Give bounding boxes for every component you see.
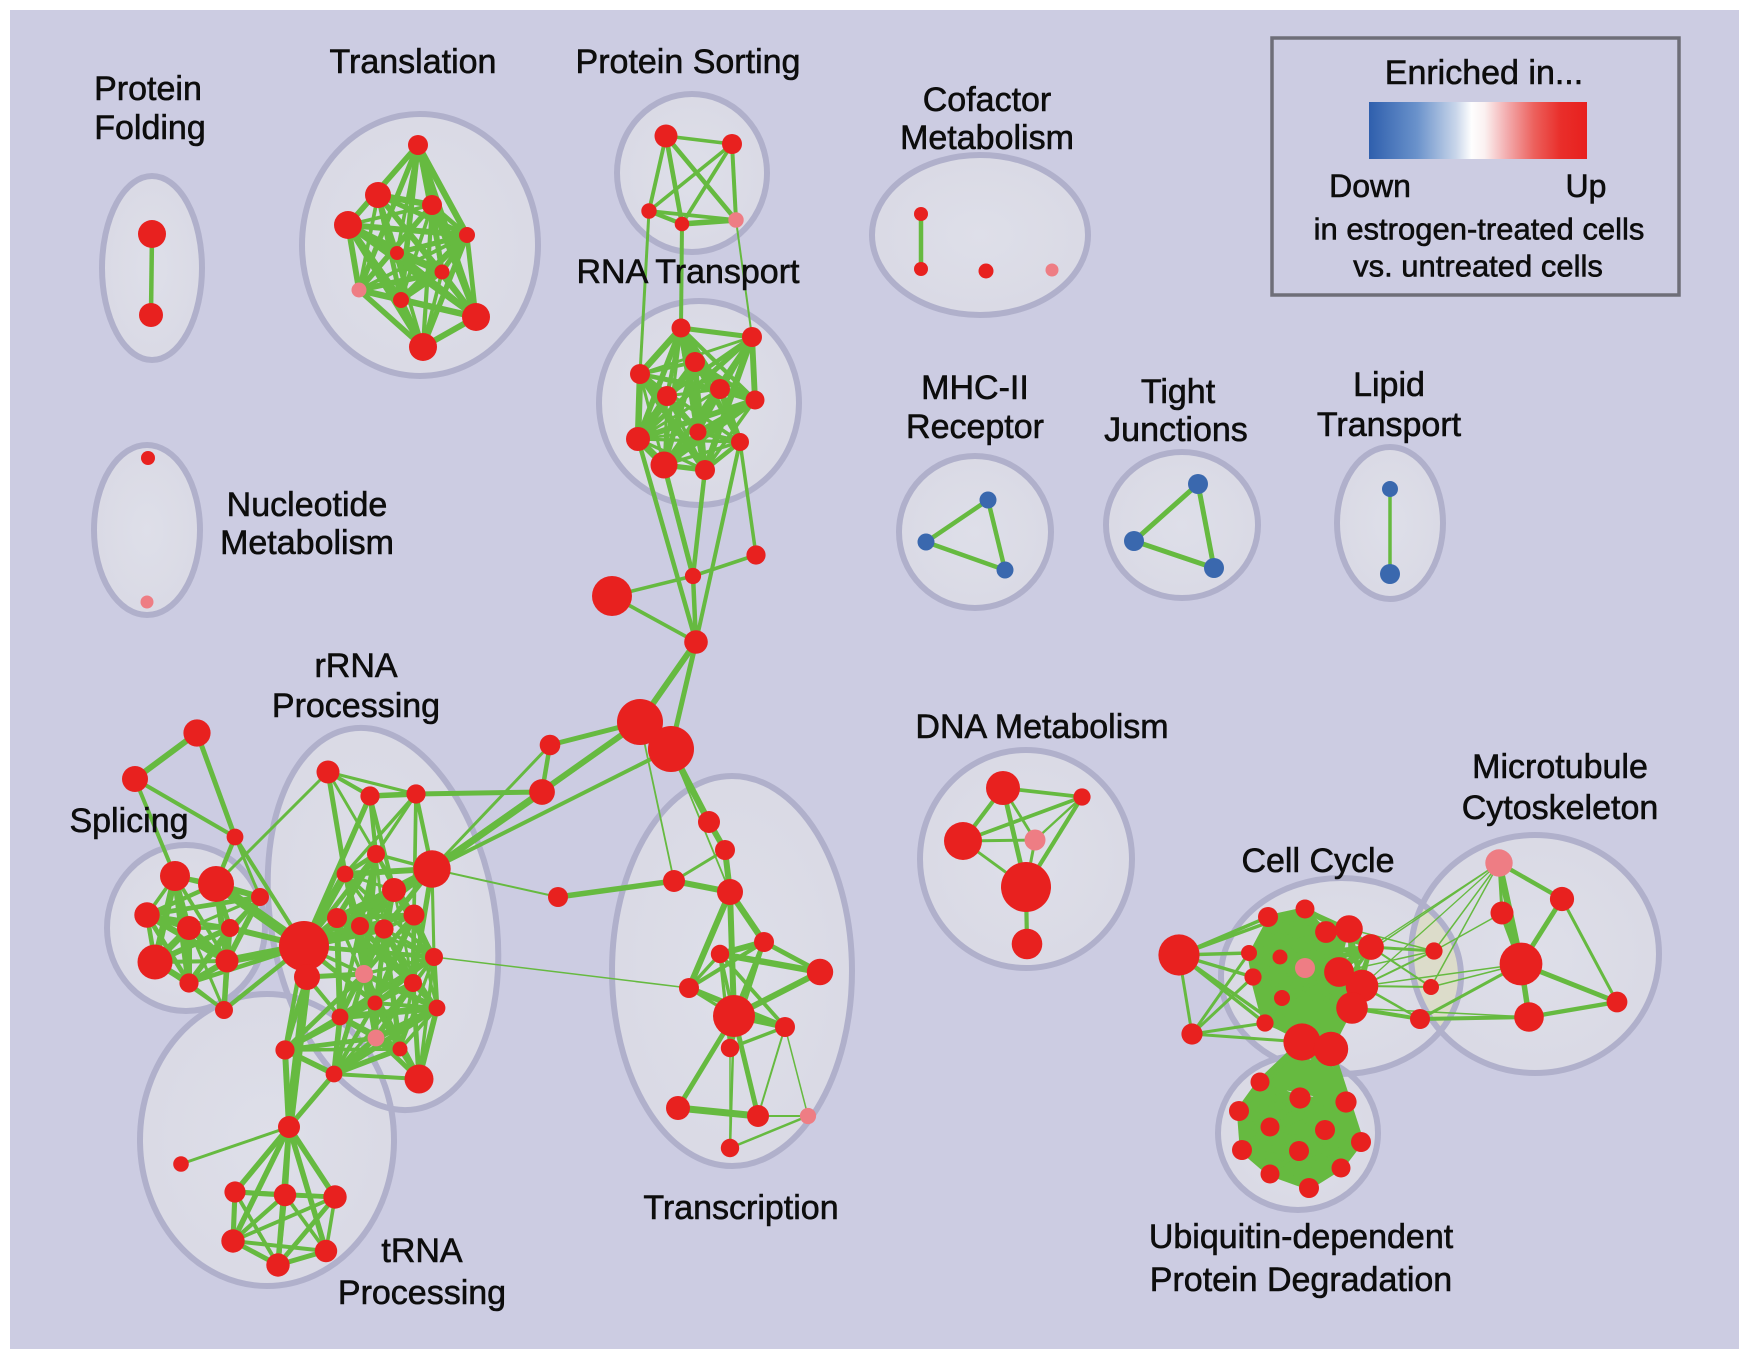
- svg-text:RNA Transport: RNA Transport: [577, 253, 801, 291]
- svg-text:Folding: Folding: [94, 109, 206, 147]
- svg-text:Metabolism: Metabolism: [220, 524, 394, 562]
- svg-text:Metabolism: Metabolism: [900, 119, 1074, 157]
- svg-text:Ubiquitin-dependent: Ubiquitin-dependent: [1149, 1218, 1454, 1256]
- svg-text:Protein Degradation: Protein Degradation: [1150, 1261, 1452, 1299]
- svg-text:in estrogen-treated cells: in estrogen-treated cells: [1314, 212, 1645, 247]
- svg-text:Transport: Transport: [1317, 406, 1462, 444]
- svg-text:Cytoskeleton: Cytoskeleton: [1462, 789, 1659, 827]
- svg-text:Cell Cycle: Cell Cycle: [1241, 842, 1394, 880]
- svg-text:Splicing: Splicing: [69, 802, 188, 840]
- svg-text:Up: Up: [1566, 168, 1607, 204]
- svg-text:DNA Metabolism: DNA Metabolism: [915, 708, 1168, 746]
- svg-text:Lipid: Lipid: [1353, 366, 1425, 404]
- svg-text:vs. untreated cells: vs. untreated cells: [1353, 249, 1603, 284]
- svg-text:Protein: Protein: [94, 70, 202, 108]
- svg-text:Receptor: Receptor: [906, 408, 1044, 446]
- svg-text:rRNA: rRNA: [314, 647, 397, 685]
- svg-text:Processing: Processing: [338, 1274, 506, 1312]
- svg-text:Enriched in...: Enriched in...: [1385, 54, 1583, 92]
- svg-text:Nucleotide: Nucleotide: [227, 486, 388, 524]
- svg-text:Processing: Processing: [272, 687, 440, 725]
- svg-text:Cofactor: Cofactor: [923, 81, 1052, 119]
- svg-text:Microtubule: Microtubule: [1472, 748, 1648, 786]
- svg-text:Junctions: Junctions: [1104, 411, 1248, 449]
- svg-text:Down: Down: [1329, 168, 1411, 204]
- svg-text:Tight: Tight: [1141, 373, 1216, 411]
- svg-text:Protein Sorting: Protein Sorting: [576, 43, 801, 81]
- svg-text:Translation: Translation: [330, 43, 497, 81]
- svg-text:Transcription: Transcription: [643, 1189, 838, 1227]
- svg-text:MHC-II: MHC-II: [921, 369, 1029, 407]
- svg-text:tRNA: tRNA: [381, 1232, 463, 1270]
